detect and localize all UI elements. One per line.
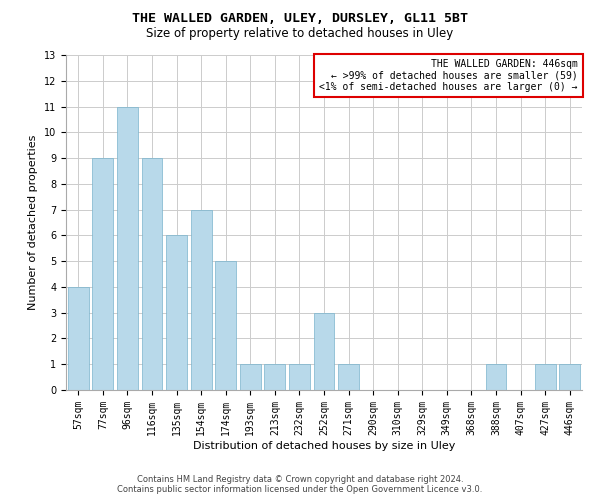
Bar xyxy=(314,312,334,390)
Bar xyxy=(191,210,212,390)
Bar xyxy=(265,364,286,390)
Bar xyxy=(559,364,580,390)
Bar xyxy=(166,236,187,390)
Text: THE WALLED GARDEN: 446sqm
← >99% of detached houses are smaller (59)
<1% of semi: THE WALLED GARDEN: 446sqm ← >99% of deta… xyxy=(319,59,578,92)
Bar xyxy=(535,364,556,390)
X-axis label: Distribution of detached houses by size in Uley: Distribution of detached houses by size … xyxy=(193,440,455,450)
Bar xyxy=(485,364,506,390)
Text: Size of property relative to detached houses in Uley: Size of property relative to detached ho… xyxy=(146,28,454,40)
Y-axis label: Number of detached properties: Number of detached properties xyxy=(28,135,38,310)
Text: Contains HM Land Registry data © Crown copyright and database right 2024.
Contai: Contains HM Land Registry data © Crown c… xyxy=(118,474,482,494)
Text: THE WALLED GARDEN, ULEY, DURSLEY, GL11 5BT: THE WALLED GARDEN, ULEY, DURSLEY, GL11 5… xyxy=(132,12,468,26)
Bar xyxy=(289,364,310,390)
Bar xyxy=(117,106,138,390)
Bar xyxy=(240,364,261,390)
Bar xyxy=(92,158,113,390)
Bar xyxy=(142,158,163,390)
Bar xyxy=(338,364,359,390)
Bar xyxy=(68,287,89,390)
Bar xyxy=(215,261,236,390)
